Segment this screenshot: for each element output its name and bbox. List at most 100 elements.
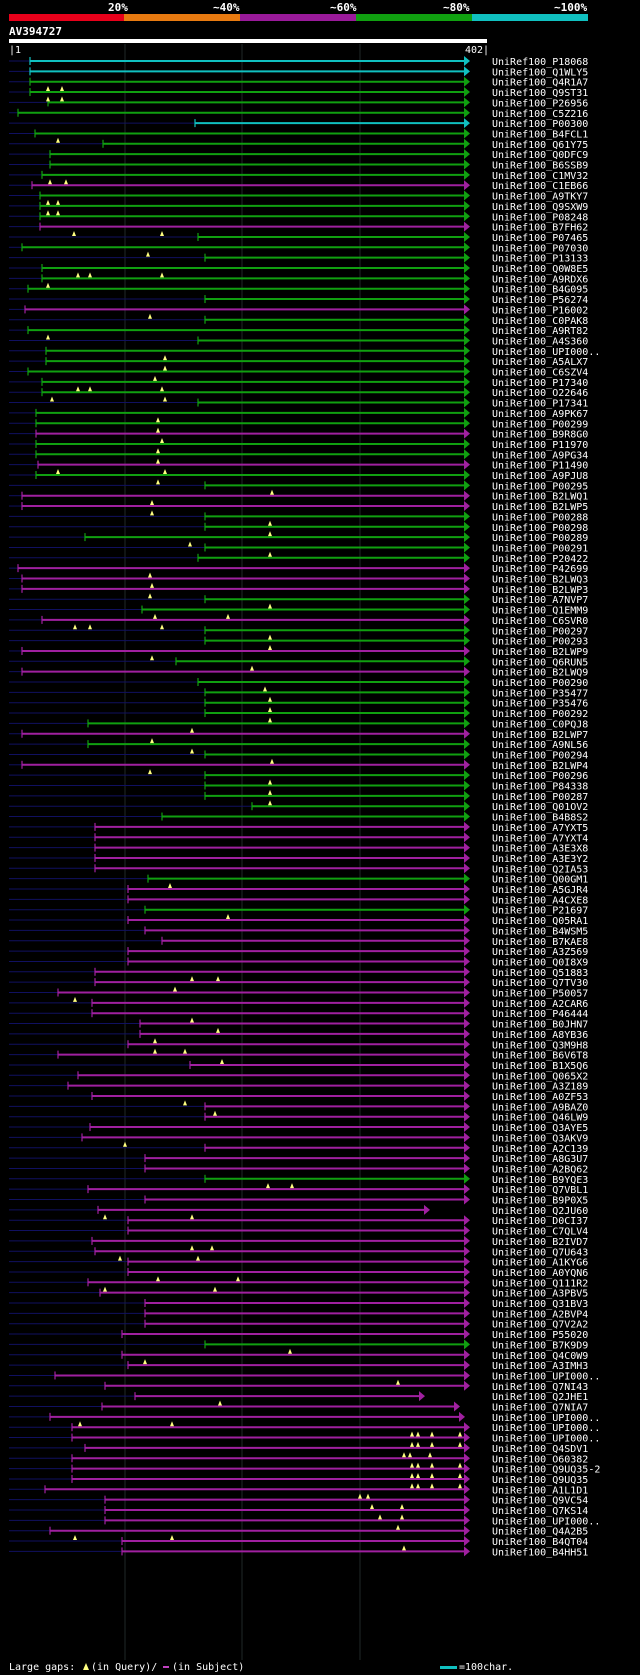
hit-row[interactable]: UniRef100_C7QLV4 <box>9 1225 588 1238</box>
hit-row[interactable]: UniRef100_Q6RUN5 <box>9 655 588 668</box>
hit-row[interactable]: UniRef100_A7YXT4 <box>9 832 588 844</box>
hit-name-link[interactable]: UniRef100_Q4C0W9 <box>492 1351 588 1362</box>
hit-name-link[interactable]: UniRef100_P00287 <box>492 792 588 803</box>
hit-row[interactable]: UniRef100_A2C139 <box>9 1141 588 1155</box>
hit-name-link[interactable]: UniRef100_A9PK67 <box>492 409 588 420</box>
hit-row[interactable]: UniRef100_P13133 <box>9 251 588 265</box>
hit-row[interactable]: UniRef100_A4S360 <box>9 334 588 347</box>
hit-row[interactable]: UniRef100_C0PAK8 <box>9 313 588 327</box>
hit-row[interactable]: UniRef100_P35477 <box>9 686 588 699</box>
hit-name-link[interactable]: UniRef100_Q51883 <box>492 968 588 979</box>
hit-row[interactable]: UniRef100_Q4SDV1 <box>9 1441 588 1455</box>
hit-name-link[interactable]: UniRef100_B9P0X5 <box>492 1196 588 1207</box>
hit-row[interactable]: UniRef100_Q01OV2 <box>9 800 588 813</box>
hit-name-link[interactable]: UniRef100_B2LWQ9 <box>492 668 588 679</box>
hit-row[interactable]: UniRef100_P00292 <box>9 707 588 720</box>
hit-row[interactable]: UniRef100_Q3M9H8 <box>9 1038 588 1051</box>
hit-name-link[interactable]: UniRef100_Q61Y75 <box>492 140 588 151</box>
hit-row[interactable]: UniRef100_P18068 <box>9 56 588 68</box>
hit-row[interactable]: UniRef100_B2LWP3 <box>9 582 588 596</box>
hit-name-link[interactable]: UniRef100_A3PBV5 <box>492 1289 588 1300</box>
hit-name-link[interactable]: UniRef100_Q065X2 <box>492 1071 588 1082</box>
hit-name-link[interactable]: UniRef100_B7KAE8 <box>492 937 588 948</box>
hit-row[interactable]: UniRef100_A9TKY7 <box>9 190 588 203</box>
hit-row[interactable]: UniRef100_A2CAR6 <box>9 996 588 1010</box>
hit-name-link[interactable]: UniRef100_P26956 <box>492 98 588 109</box>
hit-name-link[interactable]: UniRef100_P42699 <box>492 564 588 575</box>
hit-name-link[interactable]: UniRef100_B4HH51 <box>492 1547 588 1558</box>
hit-name-link[interactable]: UniRef100_Q1EMM9 <box>492 606 588 617</box>
hit-row[interactable]: UniRef100_Q7U643 <box>9 1245 588 1258</box>
hit-name-link[interactable]: UniRef100_P11970 <box>492 440 588 451</box>
hit-row[interactable]: UniRef100_C6SVR0 <box>9 613 588 627</box>
hit-row[interactable]: UniRef100_P11970 <box>9 437 588 451</box>
hit-name-link[interactable]: UniRef100_B9YQE3 <box>492 1175 588 1186</box>
hit-name-link[interactable]: UniRef100_P00294 <box>492 750 588 761</box>
hit-row[interactable]: UniRef100_A3IMH3 <box>9 1359 588 1372</box>
hit-row[interactable]: UniRef100_A1L1D1 <box>9 1483 588 1496</box>
hit-row[interactable]: UniRef100_UPI000.. <box>9 1431 600 1445</box>
hit-name-link[interactable]: UniRef100_Q4A2B5 <box>492 1527 588 1538</box>
hit-row[interactable]: UniRef100_P07030 <box>9 242 588 254</box>
hit-row[interactable]: UniRef100_A9BAZ0 <box>9 1100 588 1113</box>
hit-row[interactable]: UniRef100_P00294 <box>9 748 588 761</box>
hit-row[interactable]: UniRef100_Q065X2 <box>9 1070 588 1082</box>
hit-name-link[interactable]: UniRef100_A8YB36 <box>492 1030 588 1041</box>
hit-row[interactable]: UniRef100_B2LWQ1 <box>9 489 588 503</box>
hit-name-link[interactable]: UniRef100_UPI000.. <box>492 1413 600 1424</box>
hit-row[interactable]: UniRef100_UPI000.. <box>9 1411 600 1424</box>
hit-name-link[interactable]: UniRef100_P08248 <box>492 212 588 223</box>
hit-row[interactable]: UniRef100_P17340 <box>9 375 588 389</box>
hit-row[interactable]: UniRef100_A3Z189 <box>9 1080 588 1093</box>
hit-row[interactable]: UniRef100_Q2JU60 <box>9 1204 588 1217</box>
hit-row[interactable]: UniRef100_UPI000.. <box>9 1514 600 1527</box>
hit-row[interactable]: UniRef100_B9R8G0 <box>9 427 588 441</box>
hit-row[interactable]: UniRef100_P00298 <box>9 520 588 534</box>
hit-name-link[interactable]: UniRef100_A3IMH3 <box>492 1361 588 1372</box>
hit-row[interactable]: UniRef100_B2LWQ9 <box>9 665 588 679</box>
hit-row[interactable]: UniRef100_B9YQE3 <box>9 1173 588 1186</box>
hit-name-link[interactable]: UniRef100_A3Z569 <box>492 947 588 958</box>
hit-row[interactable]: UniRef100_A9RDX6 <box>9 272 588 285</box>
hit-row[interactable]: UniRef100_P00288 <box>9 510 588 523</box>
hit-name-link[interactable]: UniRef100_Q2IA53 <box>492 864 588 875</box>
hit-row[interactable]: UniRef100_A4CXE8 <box>9 894 588 906</box>
hit-row[interactable]: UniRef100_P50057 <box>9 986 588 1000</box>
hit-name-link[interactable]: UniRef100_P17340 <box>492 378 588 389</box>
hit-row[interactable]: UniRef100_UPI000.. <box>9 1421 600 1434</box>
hit-row[interactable]: UniRef100_P00296 <box>9 769 588 782</box>
hit-name-link[interactable]: UniRef100_Q7V2A2 <box>492 1320 588 1331</box>
hit-row[interactable]: UniRef100_A9PK67 <box>9 407 588 420</box>
hit-row[interactable]: UniRef100_B7K9D9 <box>9 1339 588 1351</box>
hit-name-link[interactable]: UniRef100_P00292 <box>492 709 588 720</box>
hit-row[interactable]: UniRef100_Q4A2B5 <box>9 1524 588 1538</box>
hit-name-link[interactable]: UniRef100_A4S360 <box>492 336 588 347</box>
hit-row[interactable]: UniRef100_P21697 <box>9 904 588 917</box>
hit-row[interactable]: UniRef100_B2LWP7 <box>9 727 588 741</box>
hit-row[interactable]: UniRef100_P35476 <box>9 696 588 710</box>
hit-row[interactable]: UniRef100_UPI000.. <box>9 345 600 358</box>
hit-row[interactable]: UniRef100_Q1WLY5 <box>9 66 588 78</box>
hit-row[interactable]: UniRef100_Q00GM1 <box>9 873 588 886</box>
hit-row[interactable]: UniRef100_A5GJR4 <box>9 883 588 896</box>
hit-name-link[interactable]: UniRef100_A4CXE8 <box>492 895 588 906</box>
hit-row[interactable]: UniRef100_P56274 <box>9 294 588 306</box>
hit-row[interactable]: UniRef100_Q9SXW9 <box>9 199 588 213</box>
hit-name-link[interactable]: UniRef100_Q9SXW9 <box>492 202 588 213</box>
hit-row[interactable]: UniRef100_P42699 <box>9 563 588 575</box>
hit-row[interactable]: UniRef100_A0YQN6 <box>9 1266 588 1279</box>
hit-name-link[interactable]: UniRef100_UPI000.. <box>492 1516 600 1527</box>
hit-name-link[interactable]: UniRef100_P00289 <box>492 533 588 544</box>
hit-name-link[interactable]: UniRef100_Q01OV2 <box>492 802 588 813</box>
hit-name-link[interactable]: UniRef100_B7K9D9 <box>492 1340 588 1351</box>
hit-row[interactable]: UniRef100_P11490 <box>9 458 588 472</box>
hit-name-link[interactable]: UniRef100_A9NL56 <box>492 740 588 751</box>
hit-row[interactable]: UniRef100_P00290 <box>9 677 588 689</box>
hit-name-link[interactable]: UniRef100_C6SVR0 <box>492 616 588 627</box>
hit-name-link[interactable]: UniRef100_P00300 <box>492 119 588 130</box>
hit-row[interactable]: UniRef100_C1MV32 <box>9 169 588 182</box>
hit-name-link[interactable]: UniRef100_C5Z216 <box>492 109 588 120</box>
hit-name-link[interactable]: UniRef100_P00291 <box>492 543 588 554</box>
hit-name-link[interactable]: UniRef100_P00290 <box>492 678 588 689</box>
hit-row[interactable]: UniRef100_C1EB66 <box>9 179 588 192</box>
